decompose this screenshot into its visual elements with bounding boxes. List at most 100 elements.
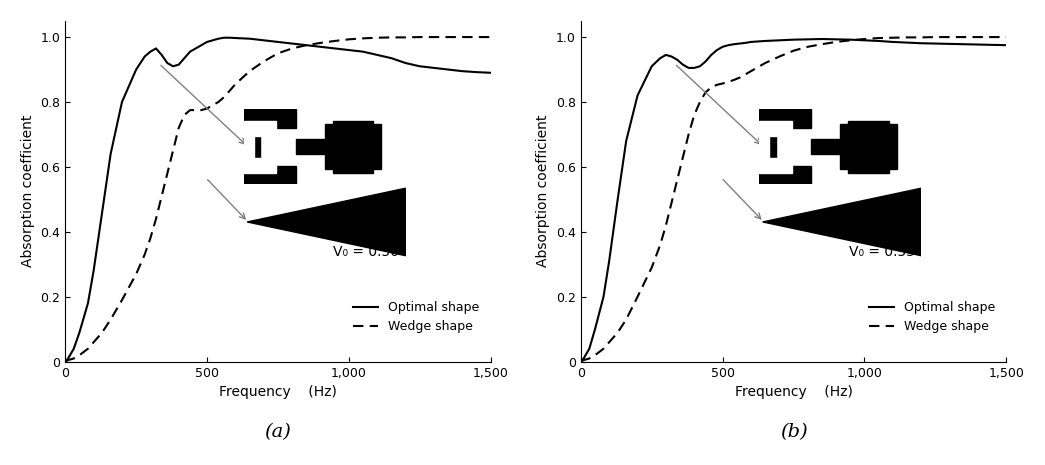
Wedge shape [272,51,284,56]
Wedge shape [96,330,109,335]
Wedge shape [711,82,723,87]
Wedge shape [167,148,180,153]
Wedge shape [178,112,190,118]
Wedge shape [727,77,740,83]
Wedge shape [815,41,828,47]
Wedge shape [739,72,751,77]
Wedge shape [130,271,142,277]
Wedge shape [104,317,117,322]
Wedge shape [716,81,728,86]
Optimal shape [272,39,284,45]
Wedge shape [414,34,426,40]
Optimal shape [759,38,771,44]
Wedge shape [371,35,384,40]
Optimal shape [830,37,842,42]
Optimal shape [229,35,241,41]
Optimal shape [745,39,758,45]
Wedge shape [68,356,80,361]
Optimal shape [167,64,180,69]
Optimal shape [442,67,455,73]
Optimal shape [184,49,196,54]
Optimal shape [62,356,74,361]
Wedge shape [300,42,312,48]
Optimal shape [957,41,970,47]
X-axis label: Frequency    (Hz): Frequency (Hz) [735,385,853,399]
Text: V₀ = 0.55: V₀ = 0.55 [849,246,914,259]
Line: Wedge shape: Wedge shape [65,37,491,362]
Optimal shape [427,65,440,71]
Optimal shape [59,359,71,365]
Optimal shape [399,60,412,66]
Optimal shape [654,55,667,61]
Wedge shape [286,46,299,51]
Optimal shape [682,65,695,71]
Wedge shape [734,75,746,80]
Optimal shape [195,42,208,48]
Optimal shape [243,36,256,41]
Wedge shape [195,107,208,113]
Wedge shape [189,107,202,113]
Wedge shape [315,40,327,46]
Wedge shape [671,177,683,183]
Optimal shape [603,258,616,264]
Wedge shape [611,330,624,335]
Text: (a): (a) [264,423,292,441]
Wedge shape [217,94,230,100]
Optimal shape [886,39,899,45]
Wedge shape [985,34,998,40]
Wedge shape [399,34,412,40]
Wedge shape [257,59,270,64]
Optimal shape [844,37,857,42]
Optimal shape [666,54,678,60]
Optimal shape [257,38,270,43]
Wedge shape [802,44,814,50]
Wedge shape [356,36,369,41]
Y-axis label: Absorption coefficient: Absorption coefficient [536,115,551,267]
Wedge shape [578,357,590,363]
Optimal shape [156,52,168,58]
Wedge shape [858,36,870,42]
Wedge shape [149,216,162,222]
Wedge shape [705,85,718,90]
Optimal shape [929,41,942,46]
Optimal shape [858,38,870,43]
Optimal shape [138,54,150,60]
Wedge shape [646,265,658,270]
Optimal shape [711,47,723,53]
Legend: Optimal shape, Wedge shape: Optimal shape, Wedge shape [348,296,485,339]
Optimal shape [727,41,740,47]
Optimal shape [456,68,468,74]
Wedge shape [201,106,213,111]
Optimal shape [985,42,998,47]
Optimal shape [178,55,190,61]
Optimal shape [671,57,683,63]
Line: Wedge shape: Wedge shape [581,37,1006,362]
Optimal shape [583,346,596,352]
Optimal shape [189,46,202,51]
Wedge shape [957,34,970,40]
Wedge shape [224,88,236,93]
Optimal shape [130,67,142,73]
Wedge shape [212,99,225,105]
Wedge shape [138,252,150,257]
Wedge shape [583,356,596,361]
Optimal shape [82,300,94,306]
Optimal shape [944,41,956,46]
Wedge shape [873,35,885,41]
Wedge shape [676,154,689,160]
Wedge shape [59,359,71,365]
Wedge shape [116,297,129,303]
Optimal shape [212,36,225,41]
Optimal shape [356,49,369,54]
Optimal shape [485,70,497,76]
Wedge shape [722,79,735,85]
Optimal shape [694,64,706,69]
Optimal shape [901,40,913,46]
Optimal shape [328,46,341,51]
Optimal shape [659,52,672,58]
Optimal shape [286,41,299,46]
X-axis label: Frequency    (Hz): Frequency (Hz) [219,385,336,399]
Optimal shape [787,37,799,42]
Wedge shape [688,112,700,118]
Optimal shape [716,44,728,50]
